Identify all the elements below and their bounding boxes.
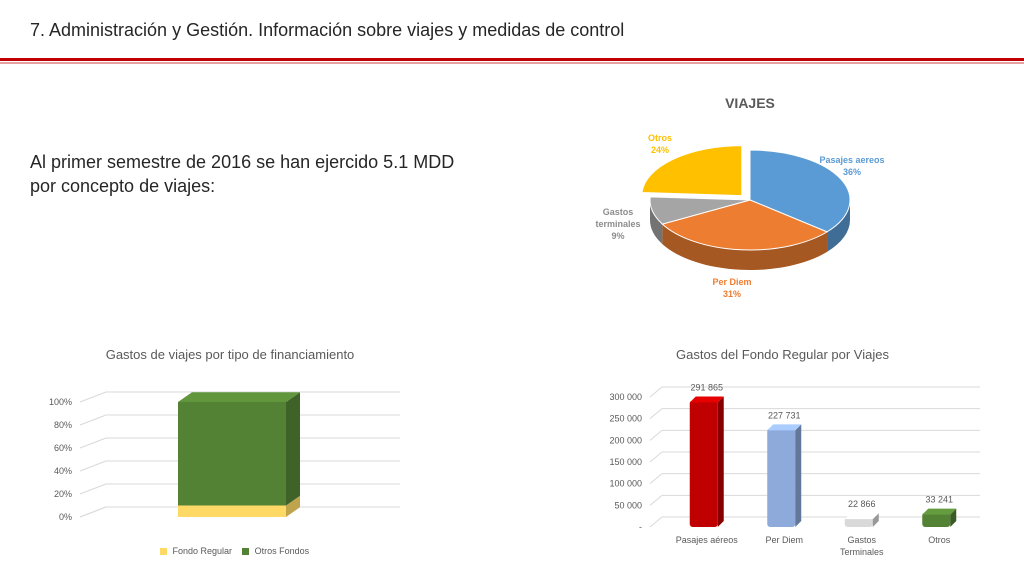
y-tick-label: 250 000 [609, 414, 642, 424]
bar-chart-title: Gastos del Fondo Regular por Viajes [676, 347, 889, 362]
legend-item-otros-fondos: Otros Fondos [242, 546, 309, 556]
gridline-depth [649, 494, 663, 506]
bar-side [872, 513, 879, 527]
x-tick-line: Pasajes aéreos [676, 535, 739, 545]
bar-value-label: 22 866 [848, 499, 876, 509]
gridline-depth [649, 516, 663, 528]
pie-label-line: 9% [611, 231, 624, 241]
gridline-depth [649, 451, 663, 463]
legend-label: Otros Fondos [254, 546, 310, 556]
x-tick-label: Per Diem [765, 535, 803, 545]
pie-label-line: Otros [648, 133, 672, 143]
x-tick-label: Gastos Terminales [840, 535, 884, 557]
gridline-depth [649, 473, 663, 485]
y-tick-label: 100 000 [609, 479, 642, 489]
gridline-depth [79, 437, 107, 449]
pie-slice-side [662, 224, 828, 270]
intro-text: Al primer semestre de 2016 se han ejerci… [30, 150, 490, 198]
pie-data-label: Otros 24% [648, 133, 672, 155]
axis-depth [79, 506, 107, 518]
x-tick-label: Pasajes aéreos [676, 535, 739, 545]
intro-line-1: Al primer semestre de 2016 se han ejerci… [30, 152, 455, 172]
y-tick-label: - [639, 522, 642, 532]
x-tick-line: Terminales [840, 547, 884, 557]
stacked-bar-side [286, 392, 300, 506]
stacked-chart-legend: Fondo Regular Otros Fondos [160, 546, 309, 556]
legend-swatch [242, 548, 250, 556]
y-tick-label: 200 000 [609, 435, 642, 445]
gridline-depth [79, 414, 107, 426]
pie-label-line: terminales [595, 219, 640, 229]
bar-value-label: 291 865 [690, 383, 723, 393]
pie-data-label: Per Diem 31% [712, 277, 751, 299]
stacked-bar-chart: 0% 20% 40% 60% 80% 100% [49, 391, 400, 522]
gridline-depth [79, 483, 107, 495]
pie-label-line: Per Diem [712, 277, 751, 287]
pie-slice [749, 149, 851, 233]
legend-label: Fondo Regular [172, 546, 233, 556]
x-tick-line: Gastos [847, 535, 876, 545]
bar-value-label: 33 241 [925, 495, 953, 505]
pie-slice-side [827, 200, 850, 252]
bar-value-label: 227 731 [768, 410, 801, 420]
gridline-depth [79, 391, 107, 403]
gridline-depth [649, 429, 663, 441]
title-divider [0, 58, 1024, 61]
bar [844, 517, 873, 527]
page-title: 7. Administración y Gestión. Información… [30, 20, 625, 40]
pie-label-line: 24% [651, 145, 669, 155]
stacked-bar-top [178, 392, 300, 402]
bar [767, 428, 796, 527]
gridline-depth [79, 460, 107, 472]
bar-top [767, 424, 802, 431]
y-tick-label: 20% [54, 489, 72, 499]
bar-side [717, 396, 724, 527]
bar-top [844, 513, 879, 520]
pie-chart: Pasajes aereos 36% Per Diem 31% Gastos termin… [595, 133, 884, 299]
stacked-chart-title: Gastos de viajes por tipo de financiamie… [105, 347, 355, 362]
pie-label-line: Gastos [603, 207, 634, 217]
stacked-bar-segment [178, 505, 286, 517]
bar-side [795, 424, 802, 527]
pie-data-label: Gastos terminales 9% [595, 207, 640, 241]
bar [689, 400, 718, 527]
pie-label-line: 31% [723, 289, 741, 299]
intro-line-2: por concepto de viajes: [30, 176, 216, 196]
y-tick-label: 60% [54, 443, 72, 453]
y-tick-label: 100% [49, 397, 72, 407]
y-tick-label: 300 000 [609, 392, 642, 402]
pie-slice [649, 196, 751, 225]
pie-data-label: Pasajes aereos 36% [819, 155, 884, 177]
x-tick-line: Otros [928, 535, 951, 545]
pie-slice [661, 199, 829, 251]
stacked-bar-segment [178, 402, 286, 506]
gridline-depth [649, 408, 663, 420]
bar-top [922, 508, 957, 515]
y-tick-label: 40% [54, 466, 72, 476]
y-tick-label: 0% [59, 512, 72, 522]
legend-item-fondo-regular: Fondo Regular [160, 546, 232, 556]
x-tick-line: Per Diem [765, 535, 803, 545]
stacked-bar-side [286, 495, 300, 517]
y-tick-label: 150 000 [609, 457, 642, 467]
y-tick-label: 80% [54, 420, 72, 430]
gridline-depth [649, 386, 663, 398]
pie-label-line: 36% [843, 167, 861, 177]
pie-chart-title: VIAJES [725, 95, 775, 111]
pie-slice-side [650, 200, 663, 245]
legend-swatch [160, 548, 167, 556]
bar-top [689, 396, 724, 403]
pie-slice [641, 145, 743, 197]
bar [922, 512, 951, 527]
bar-side [950, 508, 957, 527]
pie-label-line: Pasajes aereos [819, 155, 884, 165]
y-tick-label: 50 000 [614, 500, 642, 510]
x-tick-label: Otros [928, 535, 951, 545]
bar-chart: - 50 000 100 000 150 000 200 000 250 000 300 0… [609, 383, 980, 557]
title-divider-shadow [0, 62, 1024, 64]
